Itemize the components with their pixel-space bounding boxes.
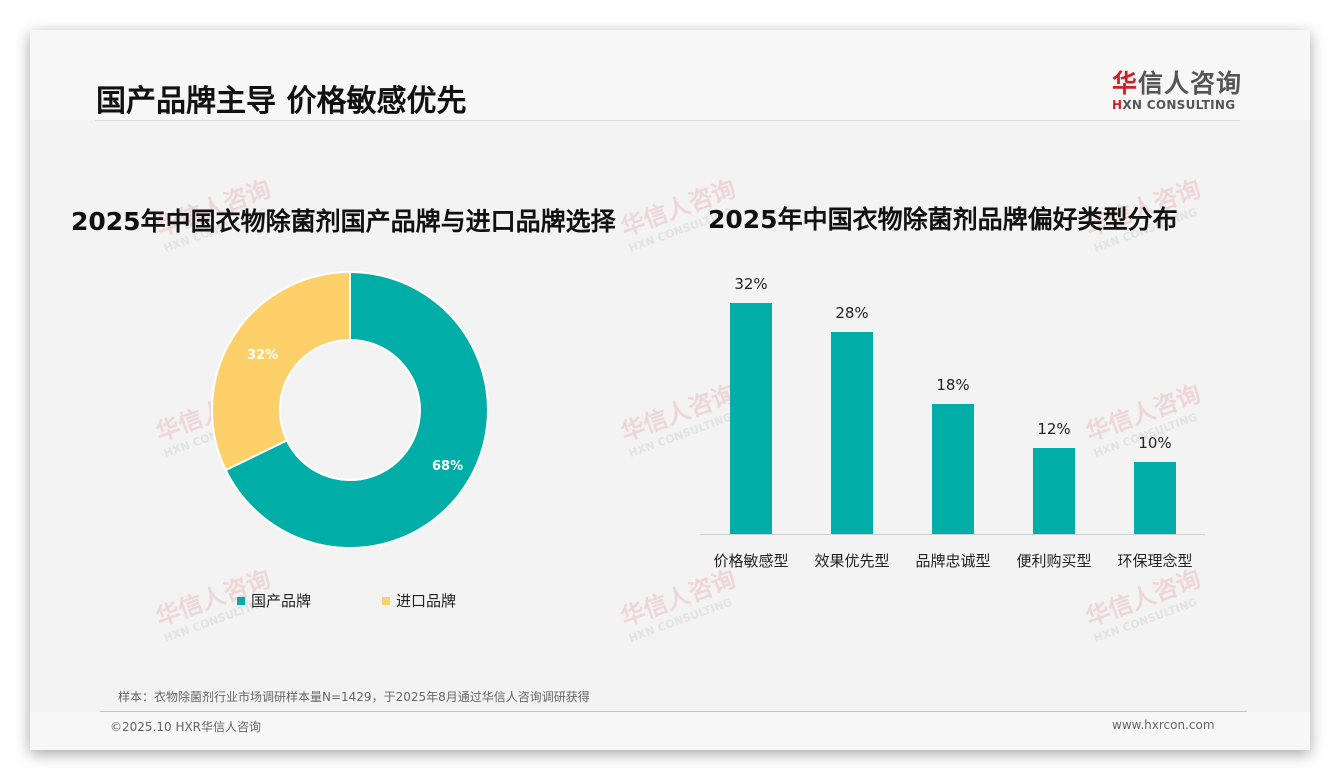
footer-divider <box>100 711 1247 712</box>
copyright: ©2025.10 HXR华信人咨询 <box>110 720 262 734</box>
donut-slice-imported[interactable] <box>211 270 351 472</box>
bar-effect-first[interactable] <box>831 332 873 534</box>
slide: 华信人咨询 HXN CONSULTING 华信人咨询 HXN CONSULTING … <box>30 30 1310 750</box>
sample-note: 样本：衣物除菌剂行业市场调研样本量N=1429，于2025年8月通过华信人咨询调… <box>118 690 590 704</box>
bar-chart-title: 2025年中国衣物除菌剂品牌偏好类型分布 <box>708 205 1178 234</box>
bar-price-sensitive[interactable] <box>730 303 772 534</box>
donut-slice-domestic[interactable] <box>224 270 489 549</box>
donut-label-domestic: 68% <box>432 459 464 474</box>
donut-chart-title: 2025年中国衣物除菌剂国产品牌与进口品牌选择 <box>71 207 616 236</box>
footer-band <box>30 712 1310 750</box>
bar-brand-loyal[interactable] <box>932 404 974 534</box>
logo-en: HXN CONSULTING <box>1112 98 1236 112</box>
bar-category: 品牌忠诚型 <box>915 552 991 570</box>
donut-chart: 32% 68% <box>210 270 490 550</box>
page-title: 国产品牌主导 价格敏感优先 <box>96 84 467 119</box>
bar-category: 便利购买型 <box>1016 552 1092 570</box>
legend-item-imported: 进口品牌 <box>382 590 456 611</box>
website-link[interactable]: www.hxrcon.com <box>1112 718 1215 732</box>
bar-category: 价格敏感型 <box>713 552 789 570</box>
logo-cn: 华信人咨询 <box>1112 69 1243 98</box>
donut-label-imported: 32% <box>247 348 279 363</box>
company-logo: 华信人咨询 HXN CONSULTING <box>1112 64 1242 112</box>
title-divider <box>95 120 1240 121</box>
bar-value: 28% <box>835 304 869 322</box>
bar-category: 效果优先型 <box>814 552 890 570</box>
bar-convenience[interactable] <box>1033 448 1075 534</box>
bar-value: 10% <box>1138 434 1172 452</box>
legend-swatch-yellow <box>382 596 390 605</box>
bar-eco-friendly[interactable] <box>1134 462 1176 534</box>
legend-item-domestic: 国产品牌 <box>237 590 311 611</box>
header-band <box>30 30 1310 120</box>
bar-value: 18% <box>936 376 970 394</box>
bar-value: 12% <box>1037 420 1071 438</box>
x-axis-line <box>700 534 1205 535</box>
bar-value: 32% <box>734 275 768 293</box>
legend-swatch-teal <box>237 596 245 605</box>
bar-category: 环保理念型 <box>1117 552 1193 570</box>
donut-svg <box>211 270 489 549</box>
